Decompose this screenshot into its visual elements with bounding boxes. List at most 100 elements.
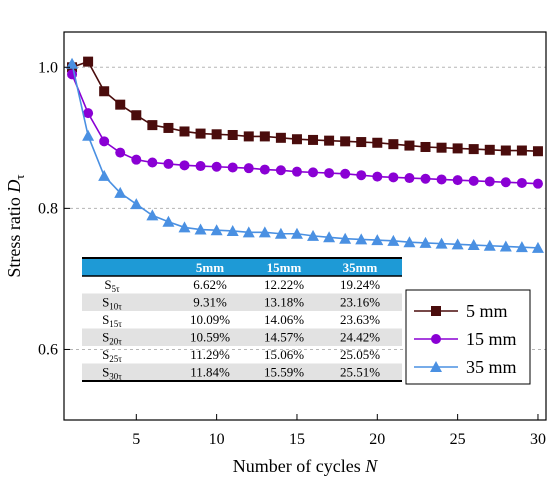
table-row-label: S25τ bbox=[102, 347, 122, 364]
table-column-header: 15mm bbox=[267, 260, 302, 275]
legend-entry: 35 mm bbox=[414, 357, 517, 377]
data-point bbox=[323, 231, 336, 243]
table-cell: 15.59% bbox=[264, 365, 304, 380]
data-point bbox=[115, 147, 126, 158]
legend-marker bbox=[431, 306, 441, 316]
data-point bbox=[211, 161, 222, 172]
y-axis-title-text: Stress ratio bbox=[4, 193, 24, 278]
data-point bbox=[130, 198, 143, 210]
table-row-label-main: S bbox=[104, 277, 111, 292]
table-cell: 19.24% bbox=[340, 277, 380, 292]
data-point bbox=[436, 142, 447, 153]
x-tick-label: 30 bbox=[530, 431, 546, 448]
table-row-label: S20τ bbox=[102, 330, 122, 347]
data-point bbox=[195, 128, 206, 139]
data-point bbox=[259, 164, 270, 175]
data-point bbox=[147, 120, 158, 131]
data-point bbox=[83, 108, 94, 119]
table-row-label-main: S bbox=[102, 330, 109, 345]
data-point bbox=[339, 232, 352, 244]
x-axis-title-text: Number of cycles bbox=[233, 456, 365, 476]
y-axis-title-var: D bbox=[4, 180, 24, 194]
data-point bbox=[308, 167, 319, 178]
series-line bbox=[71, 63, 539, 249]
table-row-label: S30τ bbox=[102, 365, 122, 382]
series-1 bbox=[67, 69, 543, 189]
legend-box bbox=[405, 289, 531, 385]
table-cell: 6.62% bbox=[193, 277, 227, 292]
y-tick-label: 0.8 bbox=[38, 200, 58, 217]
data-point bbox=[516, 177, 527, 188]
table-cell: 14.57% bbox=[264, 330, 304, 345]
legend-label: 5 mm bbox=[466, 301, 508, 321]
data-point bbox=[340, 136, 351, 147]
data-point bbox=[484, 176, 495, 187]
data-point bbox=[227, 129, 238, 140]
data-point bbox=[532, 146, 543, 157]
data-point bbox=[467, 239, 480, 251]
series-group bbox=[66, 56, 544, 253]
data-point bbox=[147, 157, 158, 168]
x-tick-label: 15 bbox=[289, 431, 305, 448]
data-point bbox=[387, 234, 400, 246]
table-cell: 13.18% bbox=[264, 295, 304, 310]
data-point bbox=[131, 154, 142, 165]
table-row-label-sub: 10τ bbox=[109, 302, 122, 312]
table-cell: 11.29% bbox=[190, 347, 230, 362]
data-point bbox=[388, 172, 399, 183]
data-point bbox=[259, 131, 270, 142]
y-axis-title: Stress ratio Dτ bbox=[4, 174, 27, 277]
legend: 5 mm 15 mm 35 mm bbox=[405, 289, 531, 385]
data-point bbox=[452, 175, 463, 186]
table-row-label-sub: 25τ bbox=[109, 354, 122, 364]
table-cell: 12.22% bbox=[264, 277, 304, 292]
data-point bbox=[66, 57, 79, 69]
data-point bbox=[258, 226, 271, 238]
data-point bbox=[436, 174, 447, 185]
plot-area-frame bbox=[63, 31, 547, 421]
data-point bbox=[114, 186, 127, 198]
data-point bbox=[499, 240, 512, 252]
data-point bbox=[324, 168, 335, 179]
table-cell: 23.16% bbox=[340, 295, 380, 310]
table-column-header: 5mm bbox=[196, 260, 224, 275]
data-point bbox=[324, 135, 335, 146]
data-point bbox=[274, 227, 287, 239]
data-point bbox=[210, 224, 223, 236]
data-point bbox=[83, 56, 94, 67]
x-tick-label: 20 bbox=[369, 431, 385, 448]
legend-label: 15 mm bbox=[466, 329, 517, 349]
data-point bbox=[356, 137, 367, 148]
data-point bbox=[515, 241, 528, 253]
data-point bbox=[307, 229, 320, 241]
data-point bbox=[468, 175, 479, 186]
table-cell: 15.06% bbox=[264, 347, 304, 362]
table-row-label-sub: 15τ bbox=[109, 319, 122, 329]
data-point bbox=[500, 145, 511, 156]
y-axis-title-sub: τ bbox=[12, 174, 27, 179]
data-point bbox=[98, 169, 111, 181]
data-point bbox=[290, 227, 303, 239]
data-point bbox=[435, 237, 448, 249]
table-row-label-sub: 30τ bbox=[109, 372, 122, 382]
legend-marker bbox=[431, 334, 441, 344]
data-point bbox=[372, 137, 383, 148]
table-row-band bbox=[82, 363, 402, 381]
table-row-label-main: S bbox=[102, 295, 109, 310]
table-cell: 10.59% bbox=[190, 330, 230, 345]
data-point bbox=[242, 226, 255, 238]
table-header-band bbox=[82, 258, 402, 276]
table-row-label: S5τ bbox=[104, 277, 120, 294]
data-point bbox=[211, 129, 222, 140]
data-point bbox=[82, 129, 95, 141]
data-point bbox=[291, 166, 302, 177]
data-point bbox=[99, 136, 110, 147]
data-point bbox=[451, 238, 464, 250]
table-row-label-main: S bbox=[102, 312, 109, 327]
table-cell: 25.51% bbox=[340, 365, 380, 380]
table-cell: 9.31% bbox=[193, 295, 227, 310]
data-point bbox=[194, 223, 207, 235]
table-cell: 14.06% bbox=[264, 312, 304, 327]
table-row-label-main: S bbox=[102, 347, 109, 362]
